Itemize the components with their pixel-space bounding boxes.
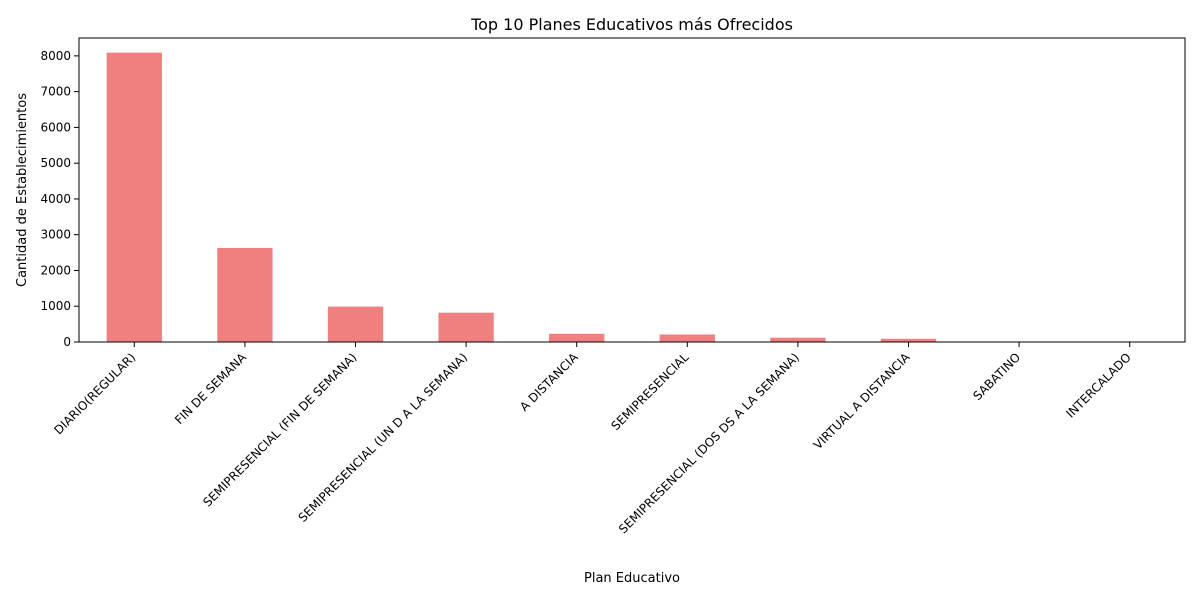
y-tick-label: 3000 bbox=[40, 228, 71, 242]
x-tick-label: FIN DE SEMANA bbox=[172, 350, 250, 428]
y-tick-label: 7000 bbox=[40, 85, 71, 99]
chart-title: Top 10 Planes Educativos más Ofrecidos bbox=[470, 15, 793, 34]
x-tick-label: SABATINO bbox=[970, 350, 1023, 403]
bar-1 bbox=[107, 53, 162, 342]
x-tick-label: DIARIO(REGULAR) bbox=[51, 350, 138, 437]
bar-5 bbox=[549, 334, 604, 342]
x-tick-label: VIRTUAL A DISTANCIA bbox=[811, 350, 914, 453]
bars-group bbox=[107, 53, 1158, 342]
x-tick-label: SEMIPRESENCIAL bbox=[609, 350, 692, 433]
bar-3 bbox=[328, 307, 383, 342]
x-tick-label: INTERCALADO bbox=[1063, 350, 1133, 420]
x-tick-label: SEMIPRESENCIAL (UN D A LA SEMANA) bbox=[296, 350, 471, 525]
y-tick-label: 0 bbox=[63, 335, 71, 349]
y-tick-label: 4000 bbox=[40, 192, 71, 206]
bar-7 bbox=[770, 338, 825, 342]
bar-6 bbox=[660, 334, 715, 342]
y-tick-label: 8000 bbox=[40, 49, 71, 63]
x-axis: DIARIO(REGULAR) FIN DE SEMANA SEMIPRESENCI… bbox=[51, 342, 1134, 536]
y-tick-label: 2000 bbox=[40, 263, 71, 277]
x-tick-label: A DISTANCIA bbox=[517, 350, 581, 414]
y-tick-label: 6000 bbox=[40, 120, 71, 134]
x-axis-label: Plan Educativo bbox=[584, 571, 680, 586]
bar-2 bbox=[217, 248, 272, 342]
bar-4 bbox=[438, 313, 493, 342]
y-tick-label: 1000 bbox=[40, 299, 71, 313]
y-axis-label: Cantidad de Establecimientos bbox=[15, 93, 30, 287]
y-axis: 0 1000 2000 3000 4000 5000 6000 7000 8000 bbox=[40, 49, 79, 349]
x-tick-label: SEMIPRESENCIAL (DOS DS A LA SEMANA) bbox=[616, 350, 802, 536]
y-tick-label: 5000 bbox=[40, 156, 71, 170]
